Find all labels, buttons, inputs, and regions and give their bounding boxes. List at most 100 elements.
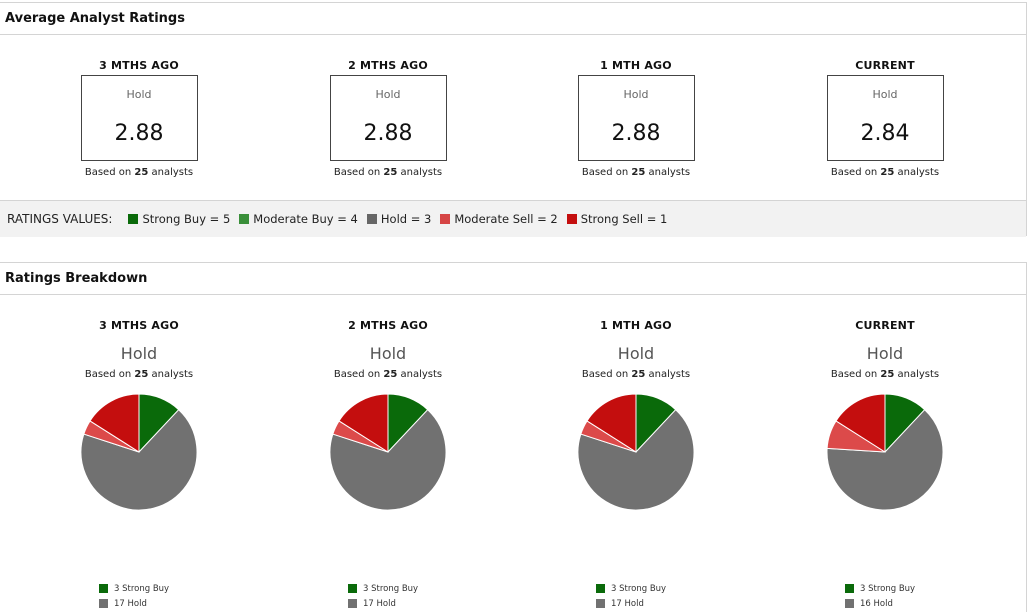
breakdown-based-on: Based on 25 analysts xyxy=(581,369,691,380)
avg-col-head: 3 MTHS AGO xyxy=(99,59,179,72)
avg-rating-value: 2.88 xyxy=(611,121,661,146)
avg-based-on: Based on 25 analysts xyxy=(830,167,940,178)
ratings-breakdown-title: Ratings Breakdown xyxy=(0,263,1026,295)
pie-legend-item: 3 Strong Buy xyxy=(99,581,181,596)
legend-label: 3 Strong Buy xyxy=(611,583,667,594)
breakdown-rating: Hold xyxy=(617,344,655,363)
analyst-count: 25 xyxy=(383,167,398,178)
breakdown-rating: Hold xyxy=(120,344,158,363)
breakdown-col-2-months: 2 MTHS AGO Hold Based on 25 analysts 3 S… xyxy=(298,319,478,609)
pie-slice-strong-sell[interactable] xyxy=(338,393,389,453)
pie-slice-hold[interactable] xyxy=(329,409,447,511)
avg-rating-box: Hold 2.88 xyxy=(577,75,695,161)
breakdown-based-on: Based on 25 analysts xyxy=(84,369,194,380)
analyst-count: 25 xyxy=(880,369,895,380)
pie-chart xyxy=(826,393,944,511)
pie-legend-item: 3 Strong Buy xyxy=(596,581,678,596)
breakdown-col-head: 1 MTH AGO xyxy=(600,319,672,332)
avg-col-head: 1 MTH AGO xyxy=(600,59,672,72)
pie-legend-item: 17 Hold xyxy=(348,596,430,611)
ratings-values-title: RATINGS VALUES: xyxy=(7,212,113,226)
pie-legend-item: 17 Hold xyxy=(596,596,678,611)
breakdown-rating: Hold xyxy=(369,344,407,363)
avg-rating-box: Hold 2.88 xyxy=(80,75,198,161)
analyst-count: 25 xyxy=(880,167,895,178)
avg-col-3-months: 3 MTHS AGO Hold 2.88 Based on 25 analyst… xyxy=(49,59,229,178)
breakdown-rating: Hold xyxy=(866,344,904,363)
ratings-value-moderate-buy: Moderate Buy = 4 xyxy=(239,212,358,226)
avg-based-on: Based on 25 analysts xyxy=(333,167,443,178)
avg-col-current: CURRENT Hold 2.84 Based on 25 analysts xyxy=(795,59,975,178)
ratings-value-strong-buy: Strong Buy = 5 xyxy=(128,212,230,226)
breakdown-based-on: Based on 25 analysts xyxy=(830,369,940,380)
average-ratings-title: Average Analyst Ratings xyxy=(0,3,1026,35)
legend-label: 16 Hold xyxy=(860,598,893,609)
legend-swatch xyxy=(366,214,377,224)
legend-label: 3 Strong Buy xyxy=(114,583,170,594)
legend-swatch xyxy=(99,584,108,593)
avg-rating-label: Hold xyxy=(623,88,649,101)
pie-legend-item: 3 Strong Buy xyxy=(845,581,927,596)
legend-swatch xyxy=(596,584,605,593)
legend-swatch xyxy=(596,599,605,608)
legend-swatch xyxy=(348,584,357,593)
avg-rating-value: 2.84 xyxy=(860,121,910,146)
avg-rating-label: Hold xyxy=(872,88,898,101)
avg-rating-box: Hold 2.84 xyxy=(826,75,944,161)
pie-chart xyxy=(329,393,447,511)
pie-legend-item: 16 Hold xyxy=(845,596,927,611)
ratings-value-hold: Hold = 3 xyxy=(366,212,431,226)
legend-swatch xyxy=(239,214,250,224)
analyst-count: 25 xyxy=(631,369,646,380)
pie-chart xyxy=(577,393,695,511)
legend-swatch xyxy=(128,214,139,224)
avg-based-on: Based on 25 analysts xyxy=(84,167,194,178)
legend-label: 17 Hold xyxy=(611,598,644,609)
pie-legend-item: 17 Hold xyxy=(99,596,181,611)
avg-rating-label: Hold xyxy=(375,88,401,101)
legend-label: 3 Strong Buy xyxy=(363,583,419,594)
breakdown-col-head: 2 MTHS AGO xyxy=(348,319,428,332)
pie-slice-hold[interactable] xyxy=(826,409,944,511)
avg-col-1-month: 1 MTH AGO Hold 2.88 Based on 25 analysts xyxy=(546,59,726,178)
ratings-value-moderate-sell: Moderate Sell = 2 xyxy=(440,212,558,226)
avg-based-on: Based on 25 analysts xyxy=(581,167,691,178)
avg-rating-value: 2.88 xyxy=(363,121,413,146)
pie-chart xyxy=(80,393,198,511)
avg-col-head: 2 MTHS AGO xyxy=(348,59,428,72)
breakdown-col-1-month: 1 MTH AGO Hold Based on 25 analysts 3 St… xyxy=(546,319,726,609)
average-ratings-panel: Average Analyst Ratings 3 MTHS AGO Hold … xyxy=(0,2,1027,237)
analyst-count: 25 xyxy=(134,369,149,380)
ratings-breakdown-panel: Ratings Breakdown 3 MTHS AGO Hold Based … xyxy=(0,262,1027,612)
legend-swatch xyxy=(440,214,451,224)
legend-swatch xyxy=(99,599,108,608)
legend-swatch xyxy=(566,214,577,224)
legend-swatch xyxy=(845,584,854,593)
pie-slice-strong-sell[interactable] xyxy=(89,393,140,453)
legend-label: 17 Hold xyxy=(363,598,396,609)
breakdown-col-3-months: 3 MTHS AGO Hold Based on 25 analysts 3 S… xyxy=(49,319,229,609)
analyst-count: 25 xyxy=(134,167,149,178)
avg-rating-label: Hold xyxy=(126,88,152,101)
analyst-count: 25 xyxy=(383,369,398,380)
avg-col-2-months: 2 MTHS AGO Hold 2.88 Based on 25 analyst… xyxy=(298,59,478,178)
breakdown-col-head: 3 MTHS AGO xyxy=(99,319,179,332)
pie-slice-hold[interactable] xyxy=(80,409,198,511)
analyst-count: 25 xyxy=(631,167,646,178)
legend-swatch xyxy=(348,599,357,608)
pie-legend-item: 3 Strong Buy xyxy=(348,581,430,596)
pie-slice-hold[interactable] xyxy=(577,409,695,511)
pie-slice-strong-sell[interactable] xyxy=(586,393,637,453)
legend-label: 3 Strong Buy xyxy=(860,583,916,594)
ratings-values-legend: RATINGS VALUES: Strong Buy = 5 Moderate … xyxy=(0,200,1026,237)
avg-col-head: CURRENT xyxy=(855,59,915,72)
avg-rating-value: 2.88 xyxy=(114,121,164,146)
breakdown-col-current: CURRENT Hold Based on 25 analysts 3 Stro… xyxy=(795,319,975,609)
avg-rating-box: Hold 2.88 xyxy=(329,75,447,161)
pie-slice-strong-sell[interactable] xyxy=(835,393,886,453)
legend-label: 17 Hold xyxy=(114,598,147,609)
